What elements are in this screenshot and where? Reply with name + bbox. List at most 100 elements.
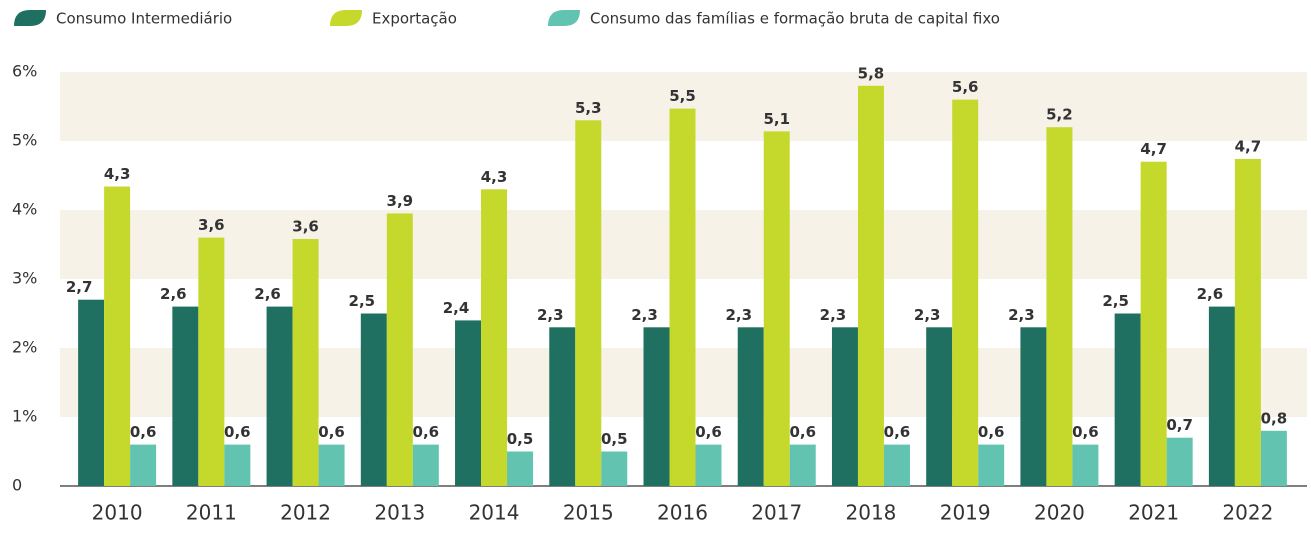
data-label: 5,8: [858, 64, 885, 82]
data-label: 2,5: [1102, 292, 1129, 310]
data-label: 5,6: [952, 78, 979, 96]
data-label: 2,5: [349, 292, 376, 310]
y-tick-label: 6%: [12, 62, 37, 81]
bar: [481, 189, 508, 487]
data-label: 3,6: [292, 217, 319, 235]
legend-label: Consumo Intermediário: [56, 10, 232, 28]
bar: [360, 313, 387, 486]
x-tick-label: 2014: [469, 501, 520, 525]
data-label: 2,6: [1197, 285, 1224, 303]
bar: [266, 306, 293, 486]
x-tick-label: 2018: [846, 501, 897, 525]
bar: [412, 444, 439, 486]
legend-swatch: [548, 10, 580, 26]
x-tick-label: 2019: [940, 501, 991, 525]
data-label: 4,7: [1235, 137, 1262, 155]
data-label: 3,9: [387, 192, 414, 210]
bar: [789, 444, 816, 486]
bar: [292, 238, 319, 486]
data-label: 0,6: [318, 423, 345, 441]
x-tick-label: 2011: [186, 501, 237, 525]
bar: [978, 444, 1005, 486]
bar: [1046, 127, 1073, 486]
bar: [737, 327, 764, 486]
bar: [1260, 430, 1287, 486]
data-label: 5,5: [669, 87, 696, 105]
y-tick-label: 2%: [12, 338, 37, 357]
bar: [831, 327, 858, 486]
bar: [601, 451, 628, 486]
x-tick-label: 2020: [1034, 501, 1085, 525]
x-tick-label: 2016: [657, 501, 708, 525]
data-label: 0,6: [789, 423, 816, 441]
bar: [575, 120, 602, 487]
bar: [224, 444, 251, 486]
data-label: 5,1: [763, 110, 790, 128]
bar: [78, 299, 105, 486]
bar: [198, 237, 225, 486]
bar: [695, 444, 722, 486]
x-tick-label: 2021: [1128, 501, 1179, 525]
data-label: 0,7: [1166, 416, 1193, 434]
bar: [1208, 306, 1235, 486]
bar: [669, 108, 696, 486]
y-tick-label: 4%: [12, 200, 37, 219]
bar: [926, 327, 953, 486]
data-label: 5,2: [1046, 106, 1073, 124]
bar: [104, 186, 131, 487]
legend-label: Consumo das famílias e formação bruta de…: [590, 10, 1000, 28]
data-label: 0,5: [507, 430, 534, 448]
data-label: 0,6: [1072, 423, 1099, 441]
bar: [507, 451, 534, 486]
bar: [763, 131, 790, 486]
bar: [857, 85, 884, 487]
legend-label: Exportação: [372, 10, 457, 28]
data-label: 2,3: [537, 306, 564, 324]
data-label: 2,3: [1008, 306, 1035, 324]
x-tick-label: 2010: [92, 501, 143, 525]
data-label: 4,3: [481, 168, 508, 186]
bar: [130, 444, 157, 486]
x-tick-label: 2022: [1222, 501, 1273, 525]
data-label: 0,6: [224, 423, 251, 441]
y-tick-label: 5%: [12, 131, 37, 150]
data-label: 0,6: [978, 423, 1005, 441]
bar: [549, 327, 576, 486]
data-label: 2,4: [443, 299, 470, 317]
data-label: 2,3: [914, 306, 941, 324]
data-label: 5,3: [575, 99, 602, 117]
data-label: 3,6: [198, 216, 225, 234]
bar: [643, 327, 670, 486]
data-label: 0,6: [695, 423, 722, 441]
x-tick-label: 2015: [563, 501, 614, 525]
data-label: 0,8: [1261, 409, 1288, 427]
bar: [1140, 161, 1167, 486]
data-label: 4,3: [104, 165, 131, 183]
data-label: 2,7: [66, 278, 93, 296]
bar: [883, 444, 910, 486]
data-label: 2,3: [820, 306, 847, 324]
bar: [952, 99, 979, 486]
bar: [1072, 444, 1099, 486]
x-tick-label: 2012: [280, 501, 331, 525]
bar: [1114, 313, 1141, 486]
data-label: 0,6: [884, 423, 911, 441]
data-label: 0,6: [413, 423, 440, 441]
bar: [1166, 437, 1193, 486]
y-tick-label: 0: [12, 476, 22, 495]
data-label: 0,6: [130, 423, 157, 441]
y-tick-label: 1%: [12, 407, 37, 426]
data-label: 2,6: [254, 285, 281, 303]
legend-swatch: [330, 10, 362, 26]
bar: [386, 213, 413, 486]
legend-swatch: [14, 10, 46, 26]
bar: [318, 444, 345, 486]
bar: [455, 320, 482, 486]
x-tick-label: 2013: [374, 501, 425, 525]
data-label: 2,3: [725, 306, 752, 324]
data-label: 4,7: [1140, 140, 1167, 158]
bar: [1234, 158, 1261, 486]
bar: [172, 306, 199, 486]
data-label: 0,5: [601, 430, 628, 448]
